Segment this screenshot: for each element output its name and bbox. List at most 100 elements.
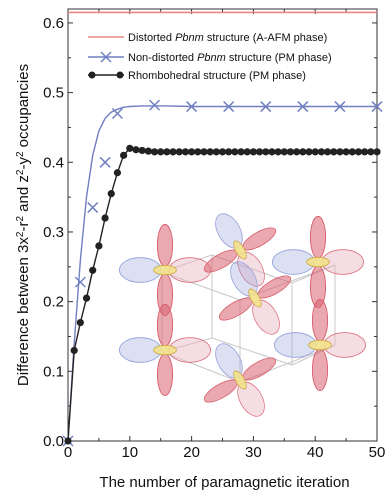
orbital	[273, 298, 366, 392]
lattice-line	[161, 351, 241, 383]
x-tick-label: 30	[245, 444, 262, 461]
point-rhombo	[82, 294, 91, 302]
point-rhombo	[126, 144, 134, 152]
point-rhombo	[336, 148, 344, 156]
point-rhombo	[144, 147, 152, 155]
point-rhombo	[293, 148, 301, 156]
point-rhombo	[243, 148, 251, 156]
point-rhombo	[175, 148, 183, 156]
point-rhombo	[89, 266, 97, 274]
point-rhombo	[101, 214, 109, 222]
y-tick-label: 0.5	[43, 85, 64, 102]
point-rhombo	[317, 148, 325, 156]
y-tick-label: 0.4	[43, 154, 64, 171]
y-axis-title: Difference between 3x2-r2 and z2-y2 occu…	[15, 64, 33, 386]
point-rhombo	[237, 148, 245, 156]
orbital	[218, 261, 292, 335]
legend-marker	[100, 51, 112, 63]
point-pbnm-pm	[99, 156, 111, 168]
point-rhombo	[323, 148, 332, 156]
point-rhombo	[231, 148, 239, 156]
point-rhombo	[200, 148, 208, 156]
point-pbnm-pm	[260, 101, 272, 113]
point-rhombo	[348, 148, 356, 156]
lattice-line	[211, 337, 293, 366]
point-pbnm-pm	[186, 101, 198, 113]
orbital-ring	[233, 240, 247, 260]
point-rhombo	[113, 169, 122, 177]
point-rhombo	[181, 148, 190, 156]
orbital-inset	[118, 213, 366, 417]
orbital	[271, 215, 364, 309]
point-pbnm-pm	[74, 276, 86, 288]
x-tick-label: 10	[121, 444, 138, 461]
axis-labels: The number of paramagnetic iteration Diff…	[15, 64, 350, 491]
orbital-lobe	[156, 303, 174, 347]
point-rhombo	[150, 148, 159, 156]
point-rhombo	[218, 148, 227, 156]
orbital-ring	[233, 370, 247, 390]
point-rhombo	[274, 148, 282, 156]
x-tick-label: 40	[307, 444, 324, 461]
x-tick-label: 20	[183, 444, 200, 461]
point-rhombo	[373, 148, 381, 156]
point-rhombo	[286, 148, 295, 156]
orbital-ring	[248, 288, 262, 308]
point-rhombo	[330, 148, 338, 156]
point-rhombo	[120, 151, 128, 159]
orbital-lobe	[309, 215, 327, 259]
point-rhombo	[367, 148, 375, 156]
point-rhombo	[212, 148, 220, 156]
point-pbnm-pm	[334, 101, 346, 113]
orbital	[203, 213, 277, 287]
legend-label: Non-distorted Pbnm structure (PM phase)	[128, 52, 332, 64]
point-pbnm-pm	[111, 107, 123, 120]
legend-marker	[116, 71, 124, 79]
x-tick-label: 50	[369, 444, 385, 461]
point-rhombo	[342, 148, 350, 156]
series-layer	[62, 11, 383, 447]
point-rhombo	[280, 148, 288, 156]
point-rhombo	[64, 437, 72, 445]
point-rhombo	[225, 148, 233, 156]
orbital-lobe	[156, 353, 174, 397]
point-rhombo	[255, 148, 264, 156]
orbital	[118, 223, 211, 317]
orbital	[118, 303, 211, 397]
orbital-lobe	[311, 348, 329, 392]
point-rhombo	[107, 190, 115, 198]
orbital-ring	[306, 256, 330, 268]
x-tick-label: 0	[64, 444, 72, 461]
point-rhombo	[206, 148, 214, 156]
point-rhombo	[157, 148, 165, 156]
axes: 0.0 0.1 0.2 0.3 0.4 0.5 0.6 0 10 20 30 40 50	[43, 8, 385, 461]
legend-label: Rhombohedral structure (PM phase)	[128, 70, 306, 82]
point-pbnm-pm	[148, 99, 161, 111]
orbital-lobe	[156, 223, 174, 267]
orbital-ring	[308, 339, 332, 351]
point-rhombo	[299, 148, 307, 156]
point-rhombo	[249, 148, 257, 156]
y-tick-label: 0.3	[43, 224, 64, 241]
point-rhombo	[268, 148, 276, 156]
orbital-lobe	[203, 379, 238, 403]
point-rhombo	[361, 148, 369, 156]
point-rhombo	[163, 148, 171, 156]
orbital-lobe	[242, 227, 277, 251]
lattice-line	[161, 271, 241, 301]
point-rhombo	[305, 148, 313, 156]
point-rhombo	[188, 148, 196, 156]
orbital	[203, 343, 277, 417]
y-tick-label: 0.0	[43, 433, 64, 450]
x-axis-title: The number of paramagnetic iteration	[99, 474, 349, 491]
point-pbnm-pm	[223, 101, 235, 113]
point-rhombo	[95, 242, 103, 250]
y-tick-label: 0.6	[43, 15, 64, 32]
point-rhombo	[194, 148, 202, 156]
orbital-ring	[153, 344, 177, 356]
legend: Distorted Pbnm structure (A-AFM phase) No…	[88, 32, 332, 82]
legend-marker	[88, 71, 96, 79]
point-pbnm-pm	[371, 101, 383, 113]
orbital-lobe	[311, 298, 329, 342]
